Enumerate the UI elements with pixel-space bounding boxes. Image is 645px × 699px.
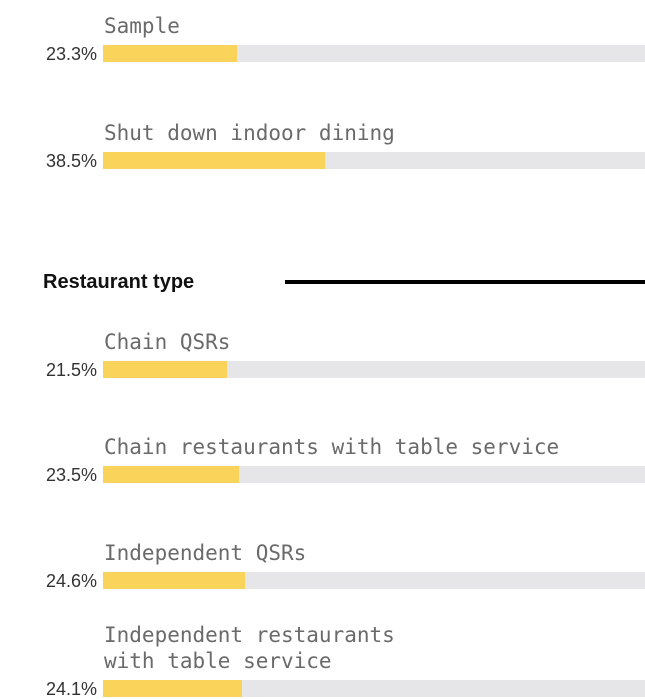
- category-label: Chain QSRs: [104, 330, 231, 354]
- bar-track: [103, 466, 645, 483]
- category-label: Chain restaurants with table service: [104, 435, 560, 459]
- bar: [103, 466, 239, 483]
- bar: [103, 152, 325, 169]
- value-label: 21.5%: [45, 360, 97, 380]
- bar: [103, 45, 238, 62]
- category-label: Sample: [104, 14, 180, 38]
- bar: [103, 680, 242, 697]
- bar-track: [103, 45, 645, 62]
- bar-track: [103, 361, 645, 378]
- value-label: 23.3%: [45, 44, 97, 64]
- value-label: 23.5%: [45, 465, 97, 485]
- category-label: Shut down indoor dining: [104, 121, 395, 145]
- section-rule: [285, 280, 645, 284]
- value-label: 24.1%: [45, 679, 97, 699]
- bar: [103, 361, 227, 378]
- value-label: 38.5%: [45, 151, 97, 171]
- value-label: 24.6%: [45, 571, 97, 591]
- category-label: Independent QSRs: [104, 541, 307, 565]
- bar: [103, 572, 245, 589]
- category-label: Independent restaurants with table servi…: [104, 623, 395, 673]
- section-title: Restaurant type: [43, 271, 195, 293]
